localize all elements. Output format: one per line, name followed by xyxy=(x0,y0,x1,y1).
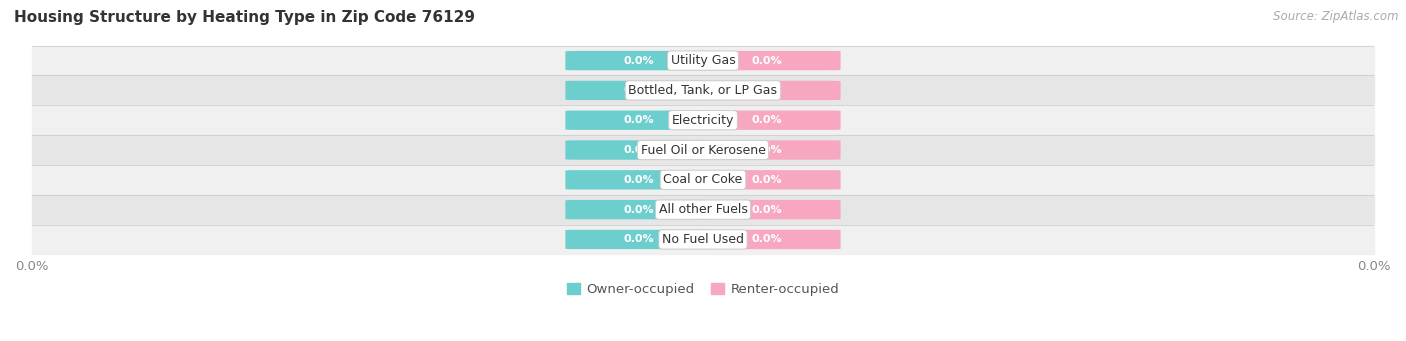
Text: 0.0%: 0.0% xyxy=(751,145,782,155)
Text: 0.0%: 0.0% xyxy=(751,85,782,95)
FancyBboxPatch shape xyxy=(565,110,713,130)
Text: 0.0%: 0.0% xyxy=(751,235,782,244)
Bar xyxy=(32,75,1374,105)
Text: Bottled, Tank, or LP Gas: Bottled, Tank, or LP Gas xyxy=(628,84,778,97)
Bar xyxy=(32,105,1374,135)
FancyBboxPatch shape xyxy=(693,140,841,160)
Text: Source: ZipAtlas.com: Source: ZipAtlas.com xyxy=(1274,10,1399,23)
FancyBboxPatch shape xyxy=(565,200,713,219)
FancyBboxPatch shape xyxy=(565,230,713,249)
FancyBboxPatch shape xyxy=(693,230,841,249)
Bar xyxy=(32,46,1374,75)
Text: 0.0%: 0.0% xyxy=(624,145,655,155)
Bar xyxy=(32,224,1374,254)
FancyBboxPatch shape xyxy=(565,81,713,100)
FancyBboxPatch shape xyxy=(693,200,841,219)
FancyBboxPatch shape xyxy=(565,51,713,70)
Legend: Owner-occupied, Renter-occupied: Owner-occupied, Renter-occupied xyxy=(561,278,845,301)
FancyBboxPatch shape xyxy=(565,140,713,160)
Text: 0.0%: 0.0% xyxy=(751,115,782,125)
Bar xyxy=(32,165,1374,195)
FancyBboxPatch shape xyxy=(693,110,841,130)
Text: 0.0%: 0.0% xyxy=(624,175,655,185)
Text: No Fuel Used: No Fuel Used xyxy=(662,233,744,246)
Text: 0.0%: 0.0% xyxy=(751,56,782,65)
FancyBboxPatch shape xyxy=(693,170,841,190)
Text: Housing Structure by Heating Type in Zip Code 76129: Housing Structure by Heating Type in Zip… xyxy=(14,10,475,25)
FancyBboxPatch shape xyxy=(565,170,713,190)
Text: 0.0%: 0.0% xyxy=(751,205,782,214)
Text: 0.0%: 0.0% xyxy=(751,175,782,185)
Text: Electricity: Electricity xyxy=(672,114,734,127)
Bar xyxy=(32,135,1374,165)
Text: 0.0%: 0.0% xyxy=(624,235,655,244)
Text: Coal or Coke: Coal or Coke xyxy=(664,173,742,186)
Text: All other Fuels: All other Fuels xyxy=(658,203,748,216)
Text: 0.0%: 0.0% xyxy=(624,115,655,125)
Text: Utility Gas: Utility Gas xyxy=(671,54,735,67)
FancyBboxPatch shape xyxy=(693,81,841,100)
Bar xyxy=(32,195,1374,224)
Text: 0.0%: 0.0% xyxy=(624,205,655,214)
Text: 0.0%: 0.0% xyxy=(624,85,655,95)
Text: Fuel Oil or Kerosene: Fuel Oil or Kerosene xyxy=(641,144,765,157)
Text: 0.0%: 0.0% xyxy=(624,56,655,65)
FancyBboxPatch shape xyxy=(693,51,841,70)
